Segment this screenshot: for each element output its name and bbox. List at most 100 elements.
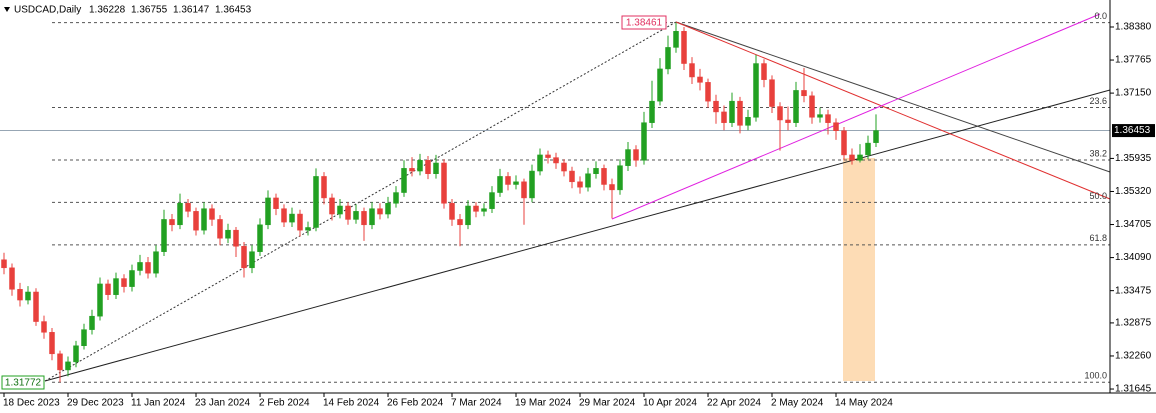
candle-body [529, 170, 535, 199]
candle-body [793, 90, 799, 123]
candle-body [577, 181, 583, 188]
candle-body [609, 184, 615, 191]
candle-body [673, 31, 679, 48]
fib-level-label: 23.6 [1089, 96, 1107, 106]
candle-body [377, 208, 383, 215]
candle-body [321, 176, 327, 199]
candle-body [649, 100, 655, 123]
y-tick-label: 1.38380 [1115, 22, 1152, 33]
current-price-label: 1.36453 [1114, 125, 1151, 136]
candle-body [137, 262, 143, 271]
y-tick-label: 1.34090 [1115, 252, 1152, 263]
candle-body [185, 203, 191, 212]
candle-body [545, 154, 551, 158]
candle-body [385, 203, 391, 215]
candle-body [217, 219, 223, 239]
x-tick-label: 2 May 2024 [771, 398, 824, 409]
candle-body [721, 111, 727, 123]
candle-body [169, 219, 175, 226]
y-tick-label: 1.35935 [1115, 153, 1152, 164]
low-label: 1.31772 [5, 378, 42, 389]
candle-body [681, 31, 687, 64]
fib-level-label: 100.0 [1084, 371, 1107, 381]
candle-body [481, 208, 487, 212]
candle-body [585, 173, 591, 188]
candle-body [297, 213, 303, 231]
candle-body [209, 208, 215, 220]
candle-body [537, 154, 543, 172]
candle-body [617, 165, 623, 191]
y-tick-label: 1.32875 [1115, 318, 1152, 329]
y-tick-label: 1.37765 [1115, 55, 1152, 66]
candle-body [409, 168, 415, 172]
candle-body [697, 76, 703, 83]
candle-body [57, 353, 63, 371]
candle-body [521, 181, 527, 199]
candle-body [433, 162, 439, 174]
candle-body [41, 321, 47, 333]
candle-body [113, 278, 119, 295]
candle-body [281, 208, 287, 223]
candle-body [769, 79, 775, 107]
candle-body [17, 289, 23, 301]
trend-line [44, 89, 1111, 382]
candle-body [273, 197, 279, 209]
candle-body [337, 205, 343, 215]
candle-body [9, 267, 15, 290]
candle-body [329, 197, 335, 215]
candle-body [33, 291, 39, 322]
candle-body [233, 229, 239, 247]
candle-body [105, 283, 111, 295]
candle-body [745, 117, 751, 126]
candle-body [465, 205, 471, 226]
low-label-box [1, 375, 45, 390]
y-tick-label: 1.31645 [1115, 384, 1152, 395]
x-tick-label: 14 May 2024 [835, 398, 893, 409]
candle-body [265, 197, 271, 226]
candle-body [241, 246, 247, 269]
fib-trend-line [44, 21, 677, 382]
candle-body [737, 100, 743, 126]
close-value: 1.36453 [215, 5, 252, 16]
y-tick-label: 1.33475 [1115, 285, 1152, 296]
candle-body [833, 122, 839, 131]
menu-arrow[interactable] [4, 7, 10, 12]
channel-line [611, 13, 1101, 220]
candle-body [657, 68, 663, 102]
candle-body [457, 219, 463, 226]
candle-body [569, 170, 575, 183]
candle-body [849, 154, 855, 161]
candle-body [729, 100, 735, 123]
candle-body [761, 63, 767, 80]
candle-body [177, 203, 183, 226]
trend-line [675, 21, 1111, 200]
x-tick-label: 29 Dec 2023 [67, 398, 124, 409]
x-tick-label: 23 Jan 2024 [195, 398, 250, 409]
x-tick-label: 10 Apr 2024 [643, 398, 697, 409]
candle-body [313, 176, 319, 228]
candle-body [809, 95, 815, 118]
candle-body [825, 114, 831, 123]
candle-body [145, 262, 151, 274]
chart-title: USDCAD,Daily [14, 5, 81, 16]
candle-body [785, 119, 791, 123]
x-tick-label: 26 Feb 2024 [387, 398, 444, 409]
candle-body [393, 192, 399, 204]
x-tick-label: 29 Mar 2024 [579, 398, 636, 409]
candle-body [121, 278, 127, 287]
y-tick-label: 1.34705 [1115, 219, 1152, 230]
candle-body [289, 213, 295, 223]
candle-body [873, 130, 879, 143]
candle-body [713, 100, 719, 113]
fib-level-label: 50.0 [1089, 191, 1107, 201]
x-tick-label: 18 Dec 2023 [3, 398, 60, 409]
low-value: 1.36147 [173, 5, 210, 16]
candle-body [817, 114, 823, 118]
candle-body [553, 157, 559, 164]
candle-body [689, 63, 695, 78]
candle-body [593, 168, 599, 174]
trend-line [675, 21, 1111, 173]
candle-body [505, 176, 511, 185]
